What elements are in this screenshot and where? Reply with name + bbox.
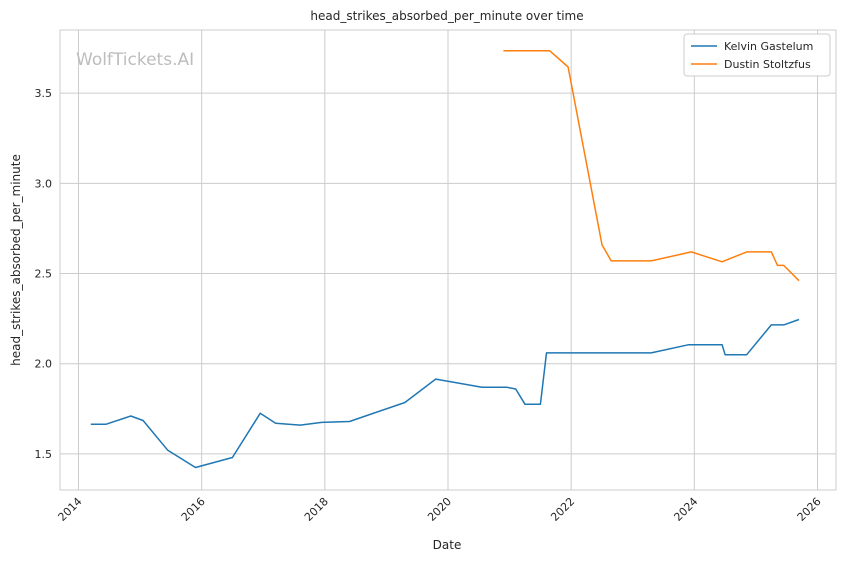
y-tick-label: 1.5 [35, 448, 53, 461]
y-tick-label: 2.5 [35, 268, 53, 281]
watermark-text: WolfTickets.AI [76, 50, 194, 70]
y-tick-label: 3.5 [35, 87, 53, 100]
series-lines [90, 49, 800, 469]
y-tick-label: 2.0 [35, 358, 53, 371]
legend-label: Dustin Stoltzfus [724, 58, 811, 71]
y-axis-label: head_strikes_absorbed_per_minute [9, 154, 23, 366]
y-tick-label: 3.0 [35, 177, 53, 190]
legend: Kelvin Gastelum Dustin Stoltzfus [683, 33, 831, 77]
grid-lines [60, 30, 836, 490]
series-line-1 [503, 49, 800, 282]
plot-area: WolfTickets.AI [59, 29, 837, 491]
y-axis-ticks: 1.5 2.0 2.5 3.0 3.5 [35, 87, 53, 461]
x-axis-label: Date [433, 538, 462, 552]
legend-label: Kelvin Gastelum [724, 40, 813, 53]
series-line-0 [90, 318, 800, 469]
legend-box [683, 33, 831, 77]
chart-title: head_strikes_absorbed_per_minute over ti… [310, 9, 583, 23]
